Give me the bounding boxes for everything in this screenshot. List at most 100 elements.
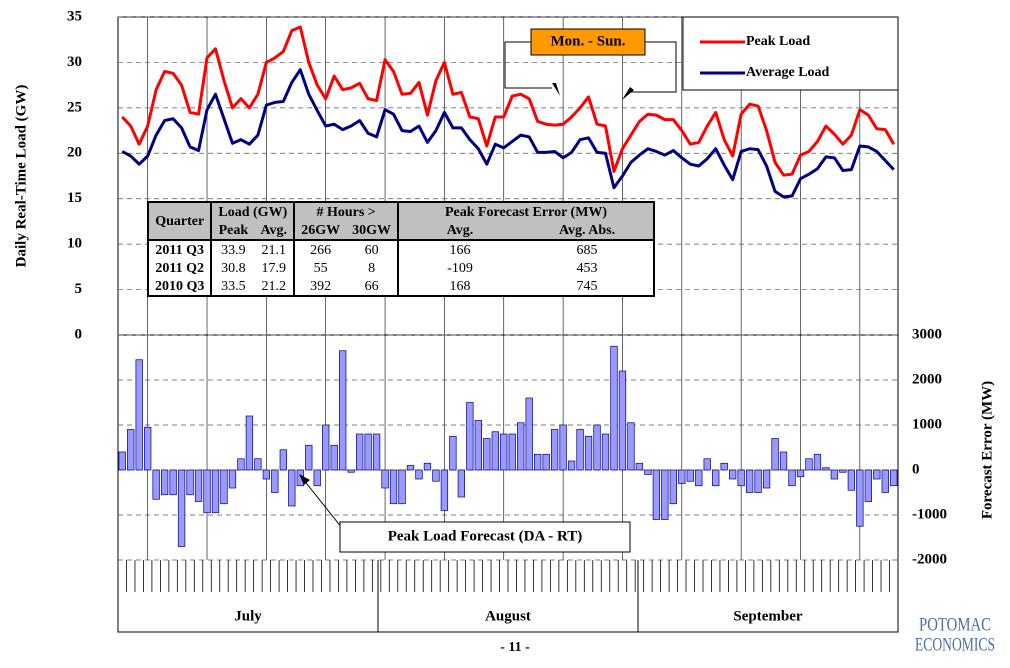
table-cell: 685 xyxy=(521,239,655,259)
table-cell: 60 xyxy=(346,239,399,259)
bar xyxy=(881,469,889,493)
bar xyxy=(398,469,406,505)
bar xyxy=(330,444,338,471)
bar xyxy=(873,469,881,480)
table-cell: 2011 Q2 xyxy=(155,260,204,276)
month-label: September xyxy=(733,608,802,624)
logo: ECONOMICS xyxy=(915,634,995,655)
table-cell: 2011 Q3 xyxy=(148,239,212,259)
bar xyxy=(601,433,610,471)
bar xyxy=(593,424,601,471)
arrow xyxy=(302,478,343,529)
bar xyxy=(483,438,491,471)
table-subheader: 30GW xyxy=(352,222,392,238)
bar xyxy=(805,458,813,471)
bar xyxy=(720,462,728,471)
bar xyxy=(517,422,525,471)
table-cell: 2010 Q3 xyxy=(155,278,205,294)
bar xyxy=(762,469,771,489)
bar xyxy=(661,469,669,520)
bar xyxy=(796,469,805,478)
table-cell: 21.2 xyxy=(261,278,287,294)
bar xyxy=(211,469,220,514)
line xyxy=(121,25,896,177)
bar xyxy=(686,469,694,482)
y-tick-label: 10 xyxy=(67,236,82,252)
table-cell: 166 xyxy=(397,239,522,259)
bar xyxy=(729,469,737,480)
bar xyxy=(584,435,593,471)
bar xyxy=(228,469,237,489)
table-cell: 453 xyxy=(576,260,598,276)
y-tick-label: 30 xyxy=(67,54,82,70)
table-cell: 392 xyxy=(293,277,347,296)
bar xyxy=(576,429,584,471)
bar xyxy=(567,460,576,471)
bar xyxy=(474,420,482,471)
bar xyxy=(152,469,160,500)
bar xyxy=(542,453,550,471)
arrow-head xyxy=(299,474,310,485)
annotation: Mon. - Sun. xyxy=(550,33,625,49)
bar xyxy=(822,467,830,471)
bar xyxy=(271,469,279,493)
bar xyxy=(847,469,856,491)
arrow-head xyxy=(552,83,634,100)
bar xyxy=(635,462,644,471)
month-label: July xyxy=(234,608,262,624)
bar xyxy=(288,469,296,507)
bar xyxy=(305,444,313,471)
bar xyxy=(610,345,618,471)
bar xyxy=(389,469,398,505)
bar xyxy=(525,397,533,471)
table-header: # Hours > xyxy=(293,202,399,221)
bar xyxy=(737,469,745,487)
summary-table: Quarter Load (GW) # Hours > Peak Forecast E… xyxy=(147,201,656,297)
bar xyxy=(364,433,372,471)
y2-tick-label: -2000 xyxy=(912,551,947,567)
bar xyxy=(550,429,559,471)
y-tick-label: 20 xyxy=(67,145,82,161)
bar xyxy=(457,469,466,498)
table-cell: 66 xyxy=(364,278,379,294)
bar xyxy=(194,469,203,502)
y2-tick-label: -1000 xyxy=(912,506,947,522)
bar xyxy=(534,453,542,471)
table-row: 2011 Q3 33.9 21.1 266 60 166 685 xyxy=(148,239,655,259)
table-row: 2010 Q3 33.5 21.2 392 66 168 745 xyxy=(148,277,654,296)
bar xyxy=(864,469,872,502)
legend-box xyxy=(682,16,899,91)
y-tick-label: 35 xyxy=(67,8,82,24)
bar xyxy=(559,424,567,471)
bar xyxy=(432,469,440,482)
bar xyxy=(652,469,661,520)
y-tick-label: 0 xyxy=(75,326,83,342)
bar xyxy=(788,469,796,487)
y-tick-label: 25 xyxy=(67,99,82,115)
table-subheader: Avg. xyxy=(260,222,288,238)
bar xyxy=(830,469,839,480)
bar xyxy=(449,435,457,471)
bar xyxy=(423,462,432,471)
month-label: August xyxy=(485,608,531,624)
bar xyxy=(237,458,245,471)
bar xyxy=(127,429,135,471)
bar xyxy=(508,433,516,471)
bar xyxy=(135,359,143,471)
series-label: Peak Load Forecast (DA - RT) xyxy=(388,528,583,544)
bar xyxy=(745,469,754,493)
table-header: Load (GW) xyxy=(210,202,295,221)
table-header: Quarter xyxy=(155,213,205,229)
bar xyxy=(169,469,177,496)
bar xyxy=(186,469,194,496)
bar xyxy=(644,469,652,475)
bar xyxy=(254,458,262,471)
bar xyxy=(220,469,228,505)
table-cell: 55 xyxy=(293,259,347,277)
y-axis-title: Daily Real-Time Load (GW) xyxy=(13,85,29,268)
bar xyxy=(440,469,449,511)
bar xyxy=(771,438,779,471)
bar xyxy=(669,469,677,505)
bracket xyxy=(504,41,677,93)
